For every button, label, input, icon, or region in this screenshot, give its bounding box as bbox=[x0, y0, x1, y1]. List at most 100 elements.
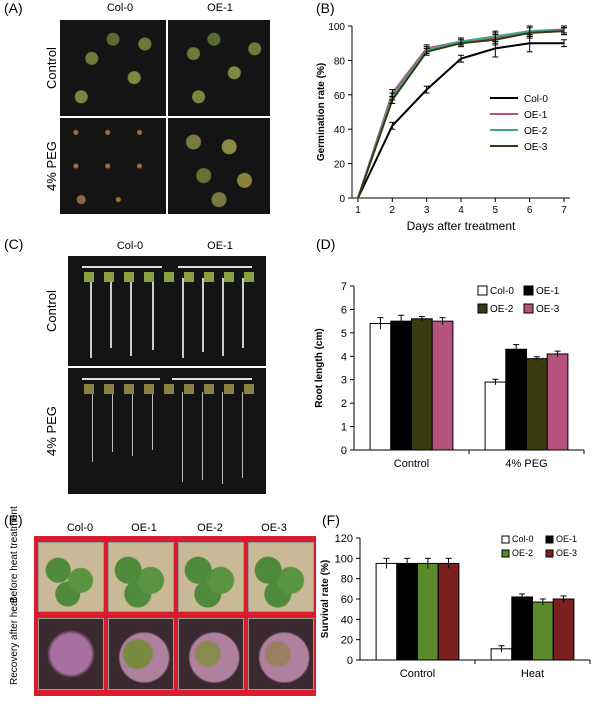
chart-b-legend-label: OE-3 bbox=[524, 142, 548, 153]
panel-a-col-header-oe1: OE-1 bbox=[207, 2, 233, 14]
panel-e-col-header-oe3: OE-3 bbox=[261, 522, 287, 534]
chart-b-ytick-label: 40 bbox=[334, 125, 346, 136]
chart-d-xtick-label: Control bbox=[394, 458, 429, 470]
chart-d-bar bbox=[546, 353, 569, 451]
chart-d-ytick-label: 3 bbox=[341, 375, 347, 387]
chart-d-legend-label: OE-1 bbox=[536, 286, 560, 297]
chart-d-ytick-label: 7 bbox=[341, 281, 347, 293]
panel-e-row-label-before: Before heat treatment bbox=[9, 506, 20, 603]
chart-d-ytick-label: 6 bbox=[341, 304, 347, 316]
chart-d-xtick-label: 4% PEG bbox=[505, 458, 547, 470]
chart-f-legend-label: OE-2 bbox=[512, 548, 533, 558]
chart-b-xlabel: Days after treatment bbox=[407, 219, 516, 233]
chart-f-ytick-label: 0 bbox=[347, 655, 353, 667]
chart-d-ytick-label: 2 bbox=[341, 398, 347, 410]
photo-c-control bbox=[68, 256, 266, 366]
chart-b-ytick-label: 0 bbox=[339, 194, 345, 205]
chart-f-bar bbox=[532, 601, 554, 661]
panel-e-col-header-oe2: OE-2 bbox=[197, 522, 223, 534]
chart-f-ytick-label: 40 bbox=[341, 614, 353, 626]
chart-d-legend-swatch bbox=[523, 303, 534, 314]
chart-d-bar bbox=[484, 381, 507, 451]
panel-a-row-label-peg: 4% PEG bbox=[44, 141, 59, 191]
chart-d-bar bbox=[526, 358, 548, 451]
chart-b-xtick-label: 5 bbox=[493, 205, 499, 216]
panel-a-col-header-col0: Col-0 bbox=[106, 2, 134, 14]
chart-d-bar bbox=[411, 318, 433, 451]
chart-b-xtick-label: 3 bbox=[424, 205, 430, 216]
chart-f-legend-label: OE-1 bbox=[556, 534, 577, 544]
panel-c-col-header-col0: Col-0 bbox=[116, 240, 144, 252]
chart-d-bar bbox=[369, 322, 392, 451]
panel-c-row-label-peg: 4% PEG bbox=[44, 406, 59, 456]
panel-label-a: (A) bbox=[4, 0, 23, 16]
panel-e-row-label-recovery: Recovery after heat bbox=[9, 597, 20, 685]
chart-f-legend-swatch bbox=[545, 549, 554, 558]
chart-b-germination: 0 20 40 60 80 100 1 2 3 4 5 6 7 Days after treatment G… bbox=[316, 22, 570, 233]
chart-d-ytick-label: 4 bbox=[341, 351, 347, 363]
panel-label-b: (B) bbox=[316, 0, 335, 16]
chart-f-bar bbox=[375, 562, 398, 661]
chart-d-legend-swatch bbox=[523, 285, 534, 296]
panel-label-d: (D) bbox=[316, 236, 336, 252]
chart-f-bar bbox=[552, 598, 575, 661]
chart-b-ytick-label: 80 bbox=[334, 56, 346, 67]
chart-d-legend-label: OE-2 bbox=[490, 304, 514, 315]
chart-d-root-length: 0 1 2 3 4 5 6 7 Root length (cm) Control 4% PEG Col… bbox=[314, 281, 585, 470]
chart-f-legend-label: OE-3 bbox=[556, 548, 577, 558]
chart-d-ytick-label: 5 bbox=[341, 328, 347, 340]
chart-d-bar bbox=[431, 320, 454, 451]
panel-e-col-header-col0: Col-0 bbox=[66, 522, 94, 534]
chart-d-ytick-label: 1 bbox=[341, 422, 347, 434]
chart-b-xtick-label: 2 bbox=[390, 205, 396, 216]
photo-e-tray bbox=[34, 536, 316, 696]
chart-d-bar bbox=[390, 320, 413, 451]
chart-d-legend-swatch bbox=[477, 285, 488, 296]
chart-b-xtick-label: 7 bbox=[561, 205, 567, 216]
photo-a-control-col0 bbox=[60, 20, 166, 116]
photo-a-peg-oe1 bbox=[168, 118, 270, 214]
chart-b-ytick-label: 20 bbox=[334, 160, 346, 171]
chart-d-bar bbox=[505, 348, 528, 451]
photo-c-peg bbox=[68, 368, 266, 494]
chart-f-ytick-label: 100 bbox=[335, 553, 353, 565]
chart-b-xtick-label: 4 bbox=[458, 205, 464, 216]
photo-a-control-oe1 bbox=[168, 20, 270, 116]
chart-f-legend-swatch bbox=[545, 535, 554, 544]
chart-f-bar bbox=[417, 562, 439, 661]
chart-f-ytick-label: 60 bbox=[341, 594, 353, 606]
chart-d-legend-label: Col-0 bbox=[490, 286, 514, 297]
chart-f-bar bbox=[511, 596, 534, 661]
chart-d-legend-label: OE-3 bbox=[536, 304, 560, 315]
chart-f-xtick-label: Control bbox=[400, 668, 435, 680]
chart-d-legend-swatch bbox=[477, 303, 488, 314]
chart-b-ytick-label: 60 bbox=[334, 91, 346, 102]
panel-c-row-label-control: Control bbox=[44, 290, 59, 332]
chart-f-legend-swatch bbox=[501, 535, 510, 544]
chart-b-legend-label: OE-1 bbox=[524, 110, 548, 121]
chart-f-xtick-label: Heat bbox=[521, 668, 544, 680]
chart-b-ylabel: Germination rate (%) bbox=[316, 63, 327, 161]
chart-b-legend-label: OE-2 bbox=[524, 126, 548, 137]
chart-b-ytick-label: 100 bbox=[328, 22, 345, 33]
chart-f-ytick-label: 80 bbox=[341, 574, 353, 586]
chart-d-ylabel: Root length (cm) bbox=[314, 328, 325, 407]
chart-f-legend-label: Col-0 bbox=[512, 534, 534, 544]
panel-e-col-header-oe1: OE-1 bbox=[131, 522, 157, 534]
chart-b-xtick-label: 6 bbox=[527, 205, 533, 216]
panel-c-col-header-oe1: OE-1 bbox=[207, 240, 233, 252]
panel-label-e: (E) bbox=[4, 512, 23, 528]
chart-f-ytick-label: 120 bbox=[335, 533, 353, 545]
chart-f-bar bbox=[437, 562, 460, 661]
panel-a-row-label-control: Control bbox=[44, 47, 59, 89]
chart-b-legend-label: Col-0 bbox=[524, 94, 548, 105]
chart-b-xtick-label: 1 bbox=[355, 205, 361, 216]
chart-f-survival-rate: 0 20 40 60 80 100 120 Survival rate (%) Control H… bbox=[320, 533, 591, 680]
chart-f-legend-swatch bbox=[501, 549, 510, 558]
chart-d-ytick-label: 0 bbox=[341, 445, 347, 457]
chart-f-ylabel: Survival rate (%) bbox=[320, 560, 331, 638]
chart-f-bar bbox=[396, 562, 419, 661]
panel-label-f: (F) bbox=[322, 512, 340, 528]
panel-label-c: (C) bbox=[4, 236, 24, 252]
chart-f-ytick-label: 20 bbox=[341, 635, 353, 647]
